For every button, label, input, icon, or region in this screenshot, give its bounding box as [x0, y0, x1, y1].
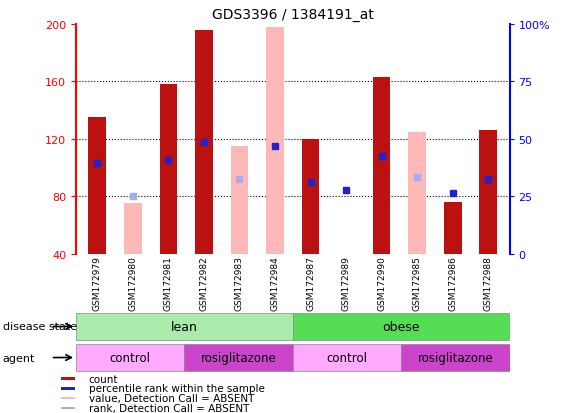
Bar [124, 204, 142, 254]
Bar [408, 132, 426, 254]
Bar [185, 344, 293, 371]
Text: control: control [327, 351, 368, 364]
Bar [231, 147, 248, 254]
Text: rank, Detection Call = ABSENT: rank, Detection Call = ABSENT [88, 403, 249, 413]
Bar [76, 313, 293, 340]
Text: value, Detection Call = ABSENT: value, Detection Call = ABSENT [88, 393, 254, 403]
Bar [61, 407, 75, 409]
Bar [159, 85, 177, 254]
Bar [293, 344, 401, 371]
Text: agent: agent [3, 353, 35, 363]
Bar [401, 344, 510, 371]
Text: percentile rank within the sample: percentile rank within the sample [88, 384, 265, 394]
Bar [61, 387, 75, 389]
Text: rosiglitazone: rosiglitazone [417, 351, 493, 364]
Bar [302, 140, 319, 254]
Bar [266, 28, 284, 254]
Text: lean: lean [171, 320, 198, 333]
Bar [61, 397, 75, 399]
Text: disease state: disease state [3, 322, 77, 332]
Bar [195, 31, 213, 254]
Text: rosiglitazone: rosiglitazone [200, 351, 276, 364]
Bar [76, 344, 185, 371]
Title: GDS3396 / 1384191_at: GDS3396 / 1384191_at [212, 8, 374, 22]
Bar [373, 78, 391, 254]
Bar [61, 377, 75, 380]
Text: count: count [88, 374, 118, 384]
Bar [444, 202, 462, 254]
Bar [88, 118, 106, 254]
Bar [479, 131, 497, 254]
Text: control: control [110, 351, 151, 364]
Bar [293, 313, 510, 340]
Text: obese: obese [382, 320, 420, 333]
